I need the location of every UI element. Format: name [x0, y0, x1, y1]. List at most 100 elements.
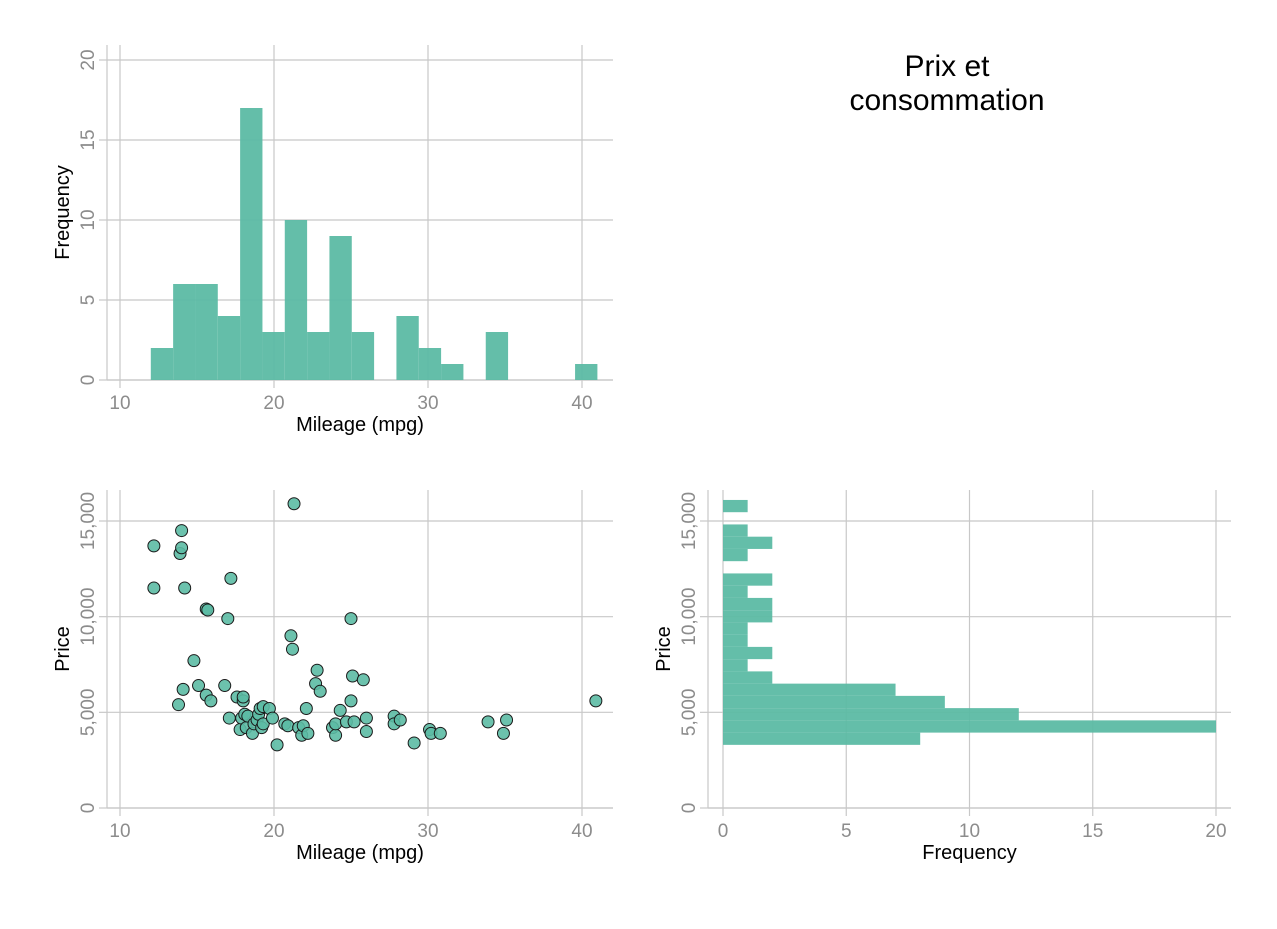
- y-tick-label: 20: [78, 49, 99, 70]
- scatter-point: [221, 612, 235, 626]
- scatter-point: [147, 539, 161, 553]
- y-tick-label: 5: [78, 295, 99, 306]
- histogram-bar: [351, 332, 375, 380]
- scatter-point: [359, 711, 373, 725]
- histogram-bar: [723, 646, 773, 660]
- scatter-point: [192, 679, 206, 693]
- scatter-point: [218, 679, 232, 693]
- x-tick-label: 5: [841, 821, 852, 842]
- x-axis-title: Mileage (mpg): [296, 842, 424, 864]
- x-tick-label: 10: [959, 821, 980, 842]
- x-tick-label: 30: [417, 393, 438, 414]
- scatter-point: [301, 726, 315, 740]
- histogram-bar: [195, 284, 218, 380]
- scatter-point: [222, 711, 236, 725]
- y-tick-label: 15,000: [78, 492, 99, 550]
- histogram-bar: [723, 499, 748, 513]
- scatter-point: [500, 713, 514, 727]
- histogram-bar: [723, 548, 748, 562]
- y-tick-label: 0: [679, 803, 700, 814]
- histogram-bar: [723, 622, 748, 635]
- histogram-bar: [723, 573, 773, 586]
- histogram-bar: [723, 708, 1019, 721]
- histogram-bar: [150, 348, 174, 380]
- histogram-bar: [173, 284, 196, 380]
- scatter-point: [347, 715, 361, 729]
- scatter-point: [393, 713, 407, 727]
- scatter-point: [329, 717, 343, 731]
- histogram-bar: [329, 236, 352, 380]
- scatter-point: [270, 738, 284, 752]
- scatter-point: [356, 673, 370, 687]
- scatter-point: [172, 698, 186, 712]
- histogram-bar: [723, 671, 773, 684]
- scatter-point: [201, 603, 215, 617]
- histogram-bar: [723, 732, 921, 745]
- histogram-bar: [575, 364, 598, 380]
- histogram-bar: [723, 695, 945, 709]
- histogram-bar: [240, 108, 263, 380]
- x-tick-label: 30: [417, 821, 438, 842]
- scatter-point: [407, 736, 421, 750]
- histogram-bar: [723, 720, 1216, 733]
- y-axis-title: Price: [52, 626, 74, 672]
- histogram-bar: [441, 364, 464, 380]
- scatter-point: [178, 581, 192, 595]
- scatter-point: [281, 719, 295, 733]
- scatter-point: [287, 497, 301, 511]
- price-mileage-scatter-panel: 10 20 30 40 0 5,000 10,000 15,000 Mileage (mpg) P…: [52, 490, 613, 864]
- histogram-bar: [418, 348, 442, 380]
- histogram-bar: [217, 316, 241, 380]
- scatter-point: [175, 541, 189, 555]
- x-tick-label: 20: [263, 393, 284, 414]
- histogram-bar: [396, 316, 419, 380]
- histogram-bar: [723, 610, 773, 623]
- x-tick-label: 20: [1205, 821, 1226, 842]
- scatter-point: [236, 690, 250, 704]
- histogram-bar: [723, 683, 896, 696]
- histogram-bar: [262, 332, 285, 380]
- scatter-point: [346, 669, 360, 683]
- histogram-bar: [723, 634, 748, 647]
- histogram-bar: [723, 524, 748, 537]
- scatter-point: [224, 571, 238, 585]
- x-axis-title: Frequency: [922, 842, 1017, 864]
- title-panel: Prix et consommation: [849, 50, 1044, 117]
- scatter-point: [433, 726, 447, 740]
- x-tick-label: 15: [1082, 821, 1103, 842]
- y-tick-label: 10: [78, 209, 99, 230]
- x-tick-label: 0: [718, 821, 729, 842]
- scatter-point: [147, 581, 161, 595]
- y-axis-title: Price: [653, 626, 675, 672]
- histogram-bar: [723, 585, 748, 598]
- histogram-bar: [723, 536, 773, 549]
- scatter-point: [329, 728, 343, 742]
- scatter-point: [344, 694, 358, 708]
- y-tick-label: 10,000: [78, 588, 99, 646]
- histogram-bar: [284, 220, 308, 380]
- scatter-point: [256, 717, 270, 731]
- figure-title-line-1: Prix et: [904, 50, 990, 83]
- mpg-histogram-panel: 10 20 30 40 0 5 10 15 20 Mileage (mpg) Frequency: [52, 45, 613, 436]
- scatter-point: [299, 702, 313, 716]
- x-tick-label: 40: [571, 393, 592, 414]
- x-tick-label: 20: [263, 821, 284, 842]
- x-tick-label: 10: [109, 393, 130, 414]
- y-tick-label: 0: [78, 803, 99, 814]
- y-tick-label: 15,000: [679, 492, 700, 550]
- scatter-point: [496, 726, 510, 740]
- scatter-point: [589, 694, 603, 708]
- scatter-point: [313, 684, 327, 698]
- y-axis-title: Frequency: [52, 165, 74, 260]
- histogram-bar: [307, 332, 330, 380]
- x-tick-label: 10: [109, 821, 130, 842]
- y-tick-label: 10,000: [679, 588, 700, 646]
- scatter-point: [285, 642, 299, 656]
- histogram-bar: [723, 597, 773, 611]
- y-tick-label: 15: [78, 129, 99, 150]
- x-axis-title: Mileage (mpg): [296, 414, 424, 436]
- scatter-point: [333, 703, 347, 717]
- histogram-bar: [723, 659, 748, 672]
- y-tick-label: 5,000: [679, 689, 700, 737]
- histogram-bar: [485, 332, 509, 380]
